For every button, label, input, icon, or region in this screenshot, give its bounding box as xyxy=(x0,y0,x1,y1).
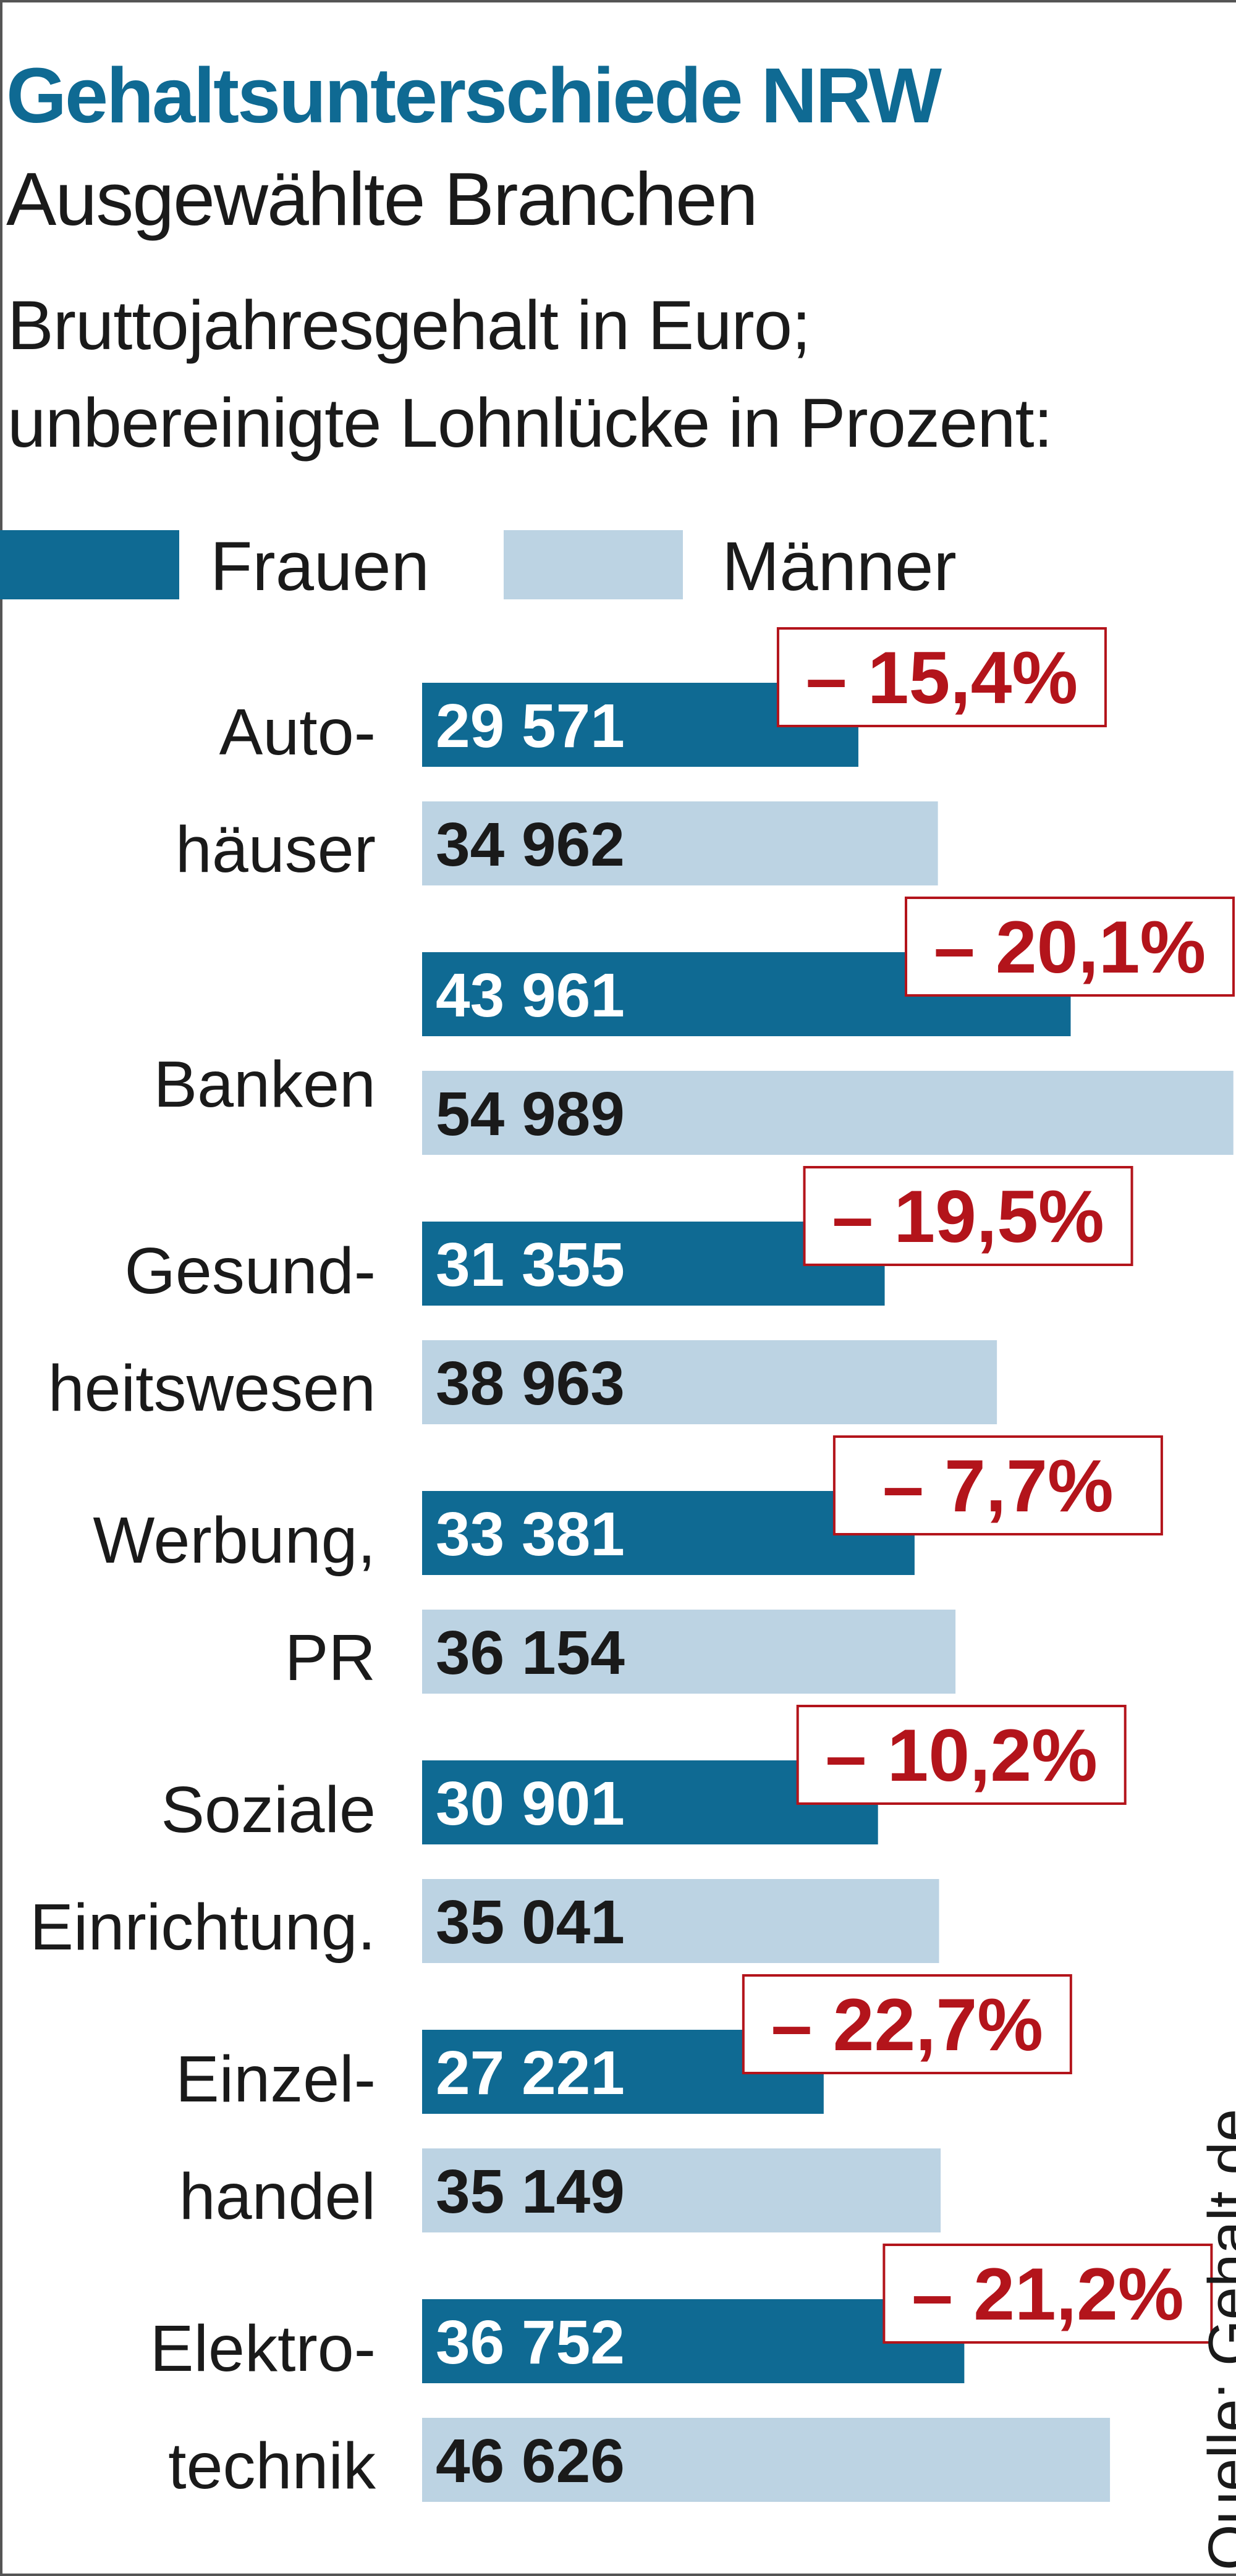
value-label-maenner: 54 989 xyxy=(436,1079,625,1149)
category-label: technik xyxy=(168,2430,376,2502)
gap-label-box xyxy=(832,1435,1163,1535)
gap-label: – 7,7% xyxy=(883,1445,1114,1527)
gap-label: – 19,5% xyxy=(832,1175,1104,1258)
chart-subtitle: Ausgewählte Branchen xyxy=(6,157,758,241)
category-label: Einrichtung. xyxy=(30,1891,376,1964)
gap-label: – 20,1% xyxy=(934,906,1206,989)
gap-label-box xyxy=(742,1974,1072,2074)
category-label: PR xyxy=(285,1621,376,1694)
bar-maenner xyxy=(422,1879,939,1963)
value-label-frauen: 36 752 xyxy=(436,2308,625,2377)
bar-maenner xyxy=(422,1610,956,1694)
gap-label-box xyxy=(905,897,1235,997)
bar-maenner xyxy=(422,1340,997,1424)
gap-label-box xyxy=(803,1166,1133,1266)
gap-label-box xyxy=(776,627,1107,727)
value-label-frauen: 29 571 xyxy=(436,691,625,761)
category-label: Elektro- xyxy=(150,2312,376,2385)
value-label-maenner: 36 154 xyxy=(436,1618,625,1687)
chart-description-line1: Bruttojahresgehalt in Euro; xyxy=(7,287,811,364)
value-label-maenner: 34 962 xyxy=(436,810,625,879)
bar-maenner xyxy=(422,801,938,885)
value-label-frauen: 33 381 xyxy=(436,1500,625,1569)
bar-frauen xyxy=(422,1491,915,1575)
value-label-maenner: 35 149 xyxy=(436,2157,625,2226)
legend-swatch-women xyxy=(0,530,179,599)
category-label: heitswesen xyxy=(48,1352,376,1425)
bar-frauen xyxy=(422,2299,965,2383)
gap-label-box xyxy=(883,2244,1213,2344)
value-label-frauen: 43 961 xyxy=(436,961,625,1030)
chart-description-line2: unbereinigte Lohnlücke in Prozent: xyxy=(7,384,1053,462)
bar-maenner xyxy=(422,2418,1111,2502)
category-label: Banken xyxy=(153,1048,376,1121)
category-label: Gesund- xyxy=(124,1235,376,1307)
legend-label-men: Männer xyxy=(722,528,957,605)
category-label: Einzel- xyxy=(176,2043,376,2116)
legend-label-women: Frauen xyxy=(210,528,430,605)
source-note: Quelle: Gehalt.de xyxy=(1196,2108,1236,2570)
chart-title: Gehaltsunterschiede NRW xyxy=(6,52,942,139)
gap-label-box xyxy=(796,1705,1127,1805)
legend-swatch-men xyxy=(504,530,683,599)
gap-label: – 21,2% xyxy=(912,2253,1183,2336)
gap-label: – 15,4% xyxy=(806,636,1078,719)
category-label: Auto- xyxy=(219,696,376,769)
gap-label: – 22,7% xyxy=(771,1983,1043,2066)
value-label-maenner: 38 963 xyxy=(436,1349,625,1418)
category-label: handel xyxy=(179,2160,376,2233)
value-label-frauen: 31 355 xyxy=(436,1230,625,1299)
category-label: Werbung, xyxy=(93,1504,376,1577)
gap-label: – 10,2% xyxy=(826,1714,1098,1797)
value-label-maenner: 35 041 xyxy=(436,1888,625,1957)
category-label: häuser xyxy=(176,813,376,886)
bar-maenner xyxy=(422,1071,1234,1155)
value-label-frauen: 30 901 xyxy=(436,1769,625,1838)
value-label-frauen: 27 221 xyxy=(436,2038,625,2108)
value-label-maenner: 46 626 xyxy=(436,2426,625,2496)
category-label: Soziale xyxy=(161,1773,376,1846)
bar-maenner xyxy=(422,2148,941,2232)
